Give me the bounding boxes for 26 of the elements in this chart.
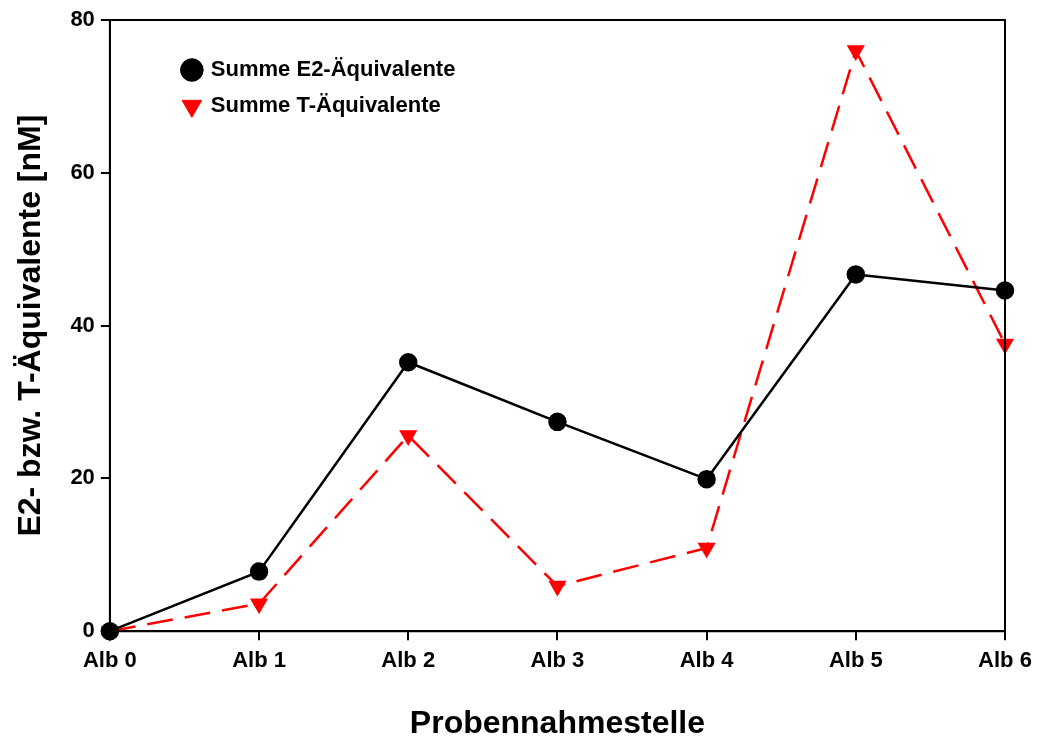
x-tick-label: Alb 0 — [82, 647, 137, 673]
y-axis-title: E2- bzw. T-Äquivalente [nM] — [11, 114, 48, 537]
y-tick-label: 60 — [70, 158, 95, 184]
x-tick-label: Alb 1 — [232, 647, 286, 673]
point — [846, 265, 866, 284]
legend-label: Summe E2-Äquivalente — [210, 56, 456, 82]
point — [847, 45, 864, 60]
point — [250, 598, 268, 613]
point — [549, 580, 566, 596]
point — [548, 412, 567, 432]
point — [249, 562, 269, 581]
x-tick-label: Alb 3 — [530, 647, 585, 673]
y-tick-label: 20 — [70, 464, 95, 490]
x-tick-label: Alb 6 — [978, 647, 1032, 673]
y-tick-label: 0 — [82, 617, 95, 643]
x-tick-label: Alb 4 — [679, 647, 735, 673]
point — [399, 353, 418, 372]
x-tick-label: Alb 2 — [381, 647, 436, 673]
legend-label: Summe T-Äquivalente — [210, 92, 441, 118]
y-tick-label: 40 — [70, 311, 95, 337]
x-tick-label: Alb 5 — [828, 647, 883, 673]
x-axis-title: Probennahmestelle — [409, 703, 706, 740]
point — [698, 542, 715, 558]
point — [400, 430, 417, 445]
y-tick-label: 80 — [70, 6, 95, 32]
point — [697, 469, 716, 489]
